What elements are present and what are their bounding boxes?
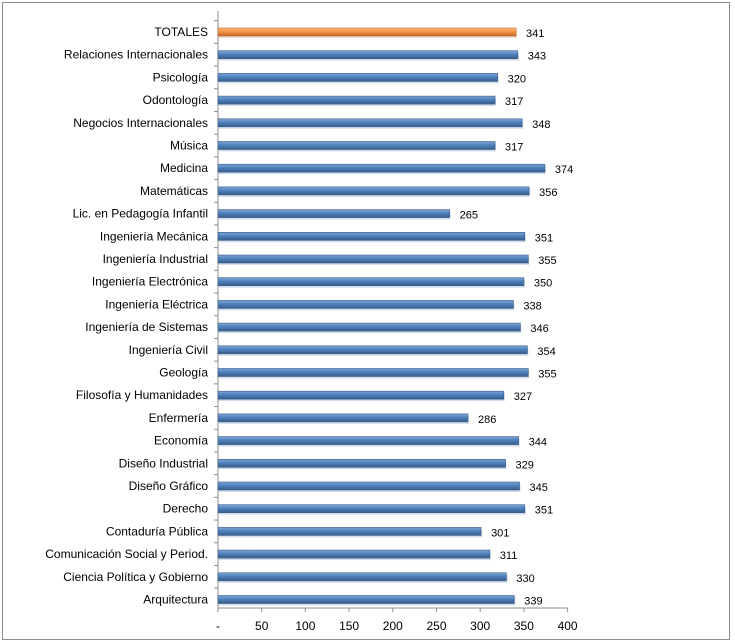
value-label: 339 [524,596,542,608]
bar [217,345,528,355]
value-label: 346 [530,323,548,335]
bar-chart: - 50 100 150 200 250 300 350 400 TOTALES 341 Relaci… [45,11,578,633]
value-label: 301 [491,527,509,539]
category-label: Ingeniería Eléctrica [105,297,208,311]
bar [217,413,469,423]
x-tick-label: 250 [426,619,446,633]
value-label: 330 [516,573,534,585]
category-label: Matemáticas [140,184,208,198]
category-label: Ingeniería Electrónica [92,275,208,289]
value-label: 345 [530,482,548,494]
category-label: Diseño Industrial [119,456,208,470]
category-label: Comunicación Social y Period. [45,547,208,561]
bar [217,549,491,559]
value-label: 354 [537,346,555,358]
bar [217,209,450,218]
value-label: 311 [500,550,518,562]
bar [217,481,520,491]
category-label: Relaciones Internacionales [64,48,208,62]
x-tick-label: 50 [255,619,269,633]
value-label: 355 [538,369,556,381]
value-label: 351 [535,505,553,517]
category-label: Psicología [153,70,209,84]
category-label: Geología [159,366,208,380]
category-label: Filosofía y Humanidades [76,388,208,402]
bar [217,50,519,60]
value-label: 327 [514,391,532,403]
bar [217,322,521,332]
category-label: Ingeniería Civil [129,343,208,357]
bar-totales [217,27,517,37]
bar [217,186,530,196]
value-label: 343 [528,51,546,63]
bar [217,504,526,514]
value-label: 355 [538,255,556,267]
category-label: Ingeniería Industrial [103,252,208,266]
category-label: Ciencia Política y Gobierno [63,570,208,584]
bar [217,436,519,445]
bar [217,368,529,377]
value-label: 350 [534,278,552,290]
value-label: 329 [516,459,534,471]
value-label: 320 [508,73,526,85]
x-tick-label: 300 [470,619,490,633]
bar [217,95,496,105]
category-label: Ingeniería Mecánica [100,229,208,243]
x-tick-label: 350 [514,619,534,633]
bar [217,118,523,128]
bar [217,277,525,287]
bar [217,458,506,468]
category-label: Enfermería [149,411,209,425]
x-tick-label: 100 [295,619,315,633]
category-label: Ingeniería de Sistemas [85,320,208,334]
bar [217,390,505,400]
bar [217,572,507,582]
value-label: 348 [532,119,550,131]
category-label: Lic. en Pedagogía Infantil [73,207,208,221]
bar [217,141,496,150]
x-tick-label: 400 [558,619,578,633]
bar [217,232,526,241]
bar [217,595,515,604]
category-label: Diseño Gráfico [129,479,209,493]
value-label: 374 [555,164,573,176]
category-label: Arquitectura [143,593,208,607]
value-label: 317 [505,142,523,154]
category-label: Odontología [143,93,209,107]
x-tick-label: 150 [339,619,359,633]
bar [217,73,498,82]
value-label: 317 [505,96,523,108]
value-label: 356 [539,187,557,199]
value-label: 341 [526,28,544,40]
x-tick-label: 200 [383,619,403,633]
category-label: Derecho [163,502,209,516]
bar [217,254,529,264]
value-label: 338 [523,300,541,312]
bar [217,163,546,173]
value-label: 286 [478,414,496,426]
category-label: Contaduría Pública [106,524,208,538]
value-label: 344 [529,437,547,449]
bar [217,300,514,309]
category-label: TOTALES [154,25,208,39]
category-label: Negocios Internacionales [73,116,208,130]
category-label: Economía [154,434,208,448]
category-label: Medicina [160,161,208,175]
value-label: 351 [535,232,553,244]
x-tick-label: - [216,619,220,633]
bar [217,527,482,536]
category-label: Música [170,139,208,153]
value-label: 265 [460,210,478,222]
